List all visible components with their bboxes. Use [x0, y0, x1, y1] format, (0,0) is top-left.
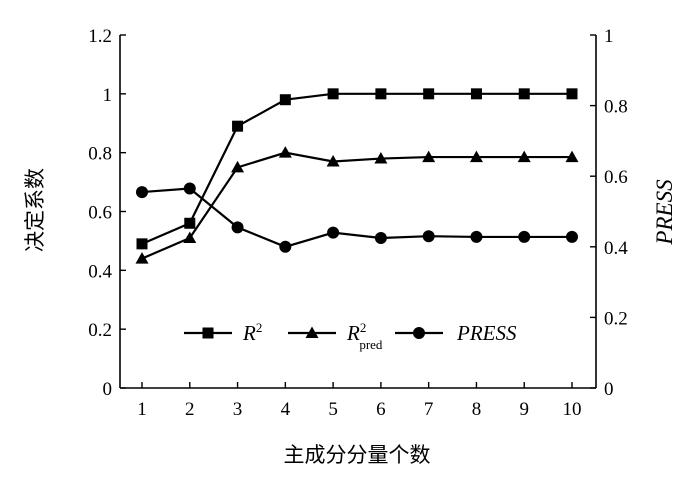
r2pred-marker [422, 150, 436, 163]
legend-r2pred: R2 pred [288, 320, 383, 352]
x-tick-label: 10 [563, 399, 582, 420]
x-axis-title: 主成分分量个数 [284, 443, 431, 467]
legend-label: R2 pred [346, 320, 383, 352]
press-marker [518, 230, 531, 243]
r2-marker [232, 120, 244, 132]
y-left-tick-label: 0.2 [88, 320, 112, 341]
r2pred-marker [278, 146, 292, 158]
legend-marker [305, 326, 319, 338]
press-marker [566, 230, 578, 243]
y-left-tick-label: 1 [103, 85, 113, 106]
y-axis-right-title: PRESS [652, 179, 677, 246]
press-line [141, 187, 572, 248]
legend-label: PRESS [456, 321, 517, 345]
x-tick-label: 6 [376, 399, 386, 420]
x-tick-label: 9 [519, 399, 529, 420]
r2pred-marker [374, 152, 388, 164]
y-right-tick-label: 0.6 [604, 167, 628, 188]
r2-line [141, 92, 572, 245]
press-marker [327, 226, 340, 239]
press-marker [470, 230, 483, 243]
x-tick-label: 7 [424, 399, 434, 420]
x-tick-label: 8 [472, 399, 482, 420]
y-axis-left-title: 决定系数 [23, 168, 47, 252]
series-layer [135, 88, 579, 264]
x-tick-label: 2 [185, 399, 195, 420]
press-marker [374, 231, 387, 244]
r2-marker [327, 88, 339, 100]
r2pred-marker [135, 252, 149, 264]
y-left-tick-label: 0 [103, 379, 113, 400]
r2pred-line [141, 151, 572, 260]
legend-r2: R2 [184, 320, 262, 345]
legend-marker [202, 327, 214, 339]
legend-press: PRESS [395, 321, 517, 345]
r2-marker [184, 217, 196, 229]
r2pred-marker [326, 154, 340, 167]
r2-marker [566, 88, 578, 100]
r2-marker [136, 238, 148, 250]
y-right-tick-label: 0.2 [604, 308, 628, 329]
legend-marker [413, 327, 425, 339]
y-right-tick-label: 0.8 [604, 97, 628, 118]
y-right-tick-label: 1 [604, 26, 614, 47]
r2pred-marker [231, 160, 245, 173]
r2-marker [423, 88, 435, 100]
y-left-tick-label: 0.4 [88, 261, 112, 282]
legend: R2 R2 pred PRESS [184, 320, 517, 352]
y-left-tick-label: 0.8 [88, 144, 112, 165]
press-marker [231, 221, 244, 234]
r2-marker [518, 88, 530, 100]
r2pred-marker [565, 150, 579, 163]
x-tick-label: 1 [137, 399, 147, 420]
y-right-tick-label: 0.4 [604, 238, 628, 259]
r2pred-marker [183, 231, 197, 243]
r2pred-marker [469, 150, 483, 163]
x-tick-label: 3 [233, 399, 243, 420]
r2pred-marker [517, 150, 531, 163]
y-left-tick-label: 0.6 [88, 203, 112, 224]
legend-label: R2 [242, 320, 262, 345]
r2-marker [375, 88, 387, 100]
y-left-tick-label: 1.2 [88, 26, 112, 47]
press-marker [183, 182, 196, 195]
y-right-tick-label: 0 [604, 379, 614, 400]
r2-marker [470, 88, 482, 100]
press-marker [422, 230, 435, 243]
press-marker [136, 186, 148, 199]
press-marker [279, 240, 292, 253]
x-tick-label: 4 [281, 399, 291, 420]
r2-marker [279, 94, 291, 106]
x-tick-label: 5 [328, 399, 338, 420]
axes: 0 0.2 0.4 0.6 0.8 1 1.2 0 0.2 0.4 0.6 0.8 1 1 2 3 4 5 6 7 8 9… [88, 26, 628, 420]
